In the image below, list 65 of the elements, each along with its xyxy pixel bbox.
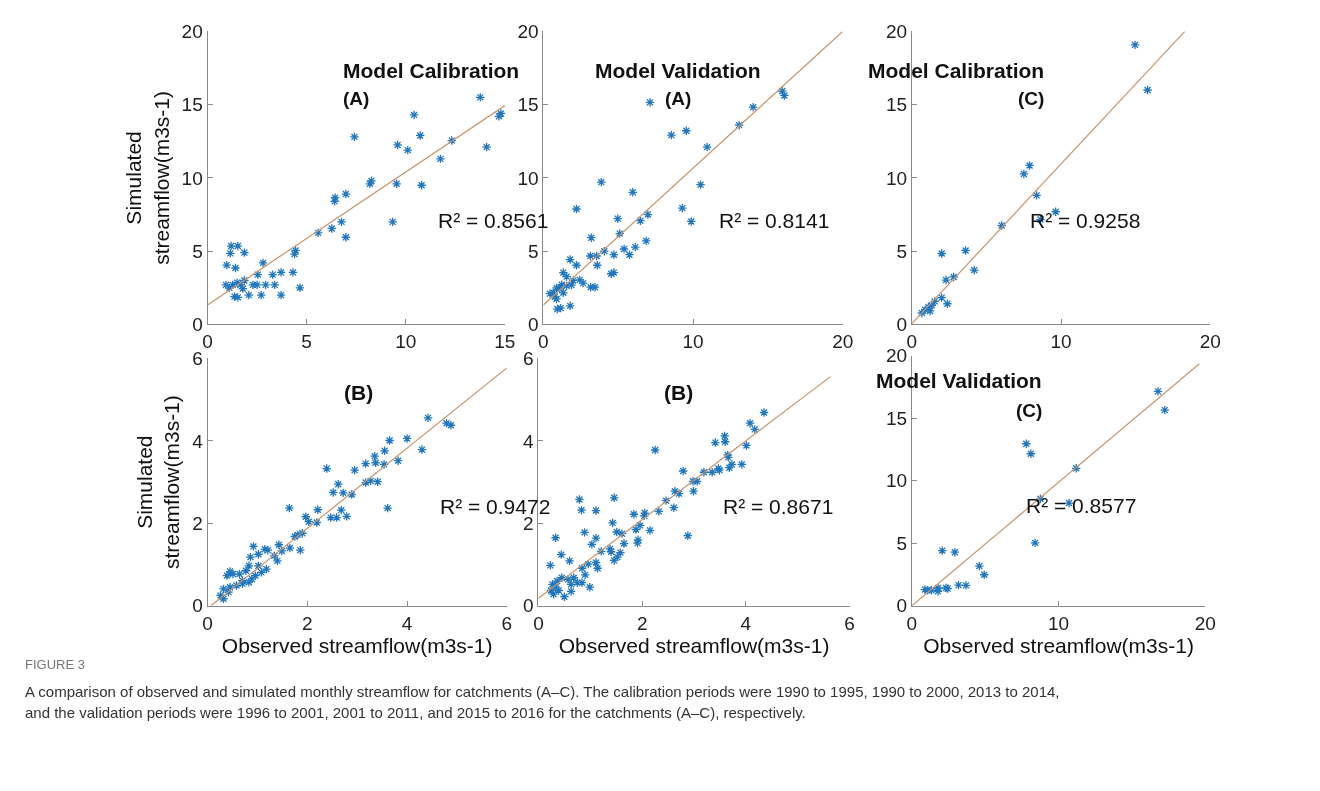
y-tick-label: 20 bbox=[885, 345, 908, 367]
x-tick-label: 10 bbox=[682, 331, 704, 353]
x-tick-label: 4 bbox=[740, 612, 752, 634]
y-tick-label: 5 bbox=[896, 532, 908, 554]
y-tick-label: 0 bbox=[523, 595, 534, 617]
y-tick-label: 10 bbox=[885, 470, 908, 492]
x-tick-label: 4 bbox=[401, 612, 413, 634]
x-tick-label: 2 bbox=[636, 612, 648, 634]
y-axis-title: Simulated streamflow(m3s-1) bbox=[122, 90, 173, 265]
x-tick-label: 2 bbox=[302, 612, 313, 634]
caption: FIGURE 3 bbox=[25, 657, 85, 672]
x-tick-label: 10 bbox=[395, 331, 417, 353]
x-tick-label: 20 bbox=[1194, 612, 1216, 634]
annotation: R² = 0.9258 bbox=[1030, 209, 1141, 232]
y-tick-label: 2 bbox=[192, 512, 203, 534]
x-axis-title: Observed streamflow(m3s-1) bbox=[923, 633, 1194, 657]
y-tick-label: 15 bbox=[181, 94, 203, 116]
annotation: R² = 0.8577 bbox=[1026, 494, 1137, 517]
text: (C) bbox=[1018, 88, 1045, 109]
y-tick-label: 6 bbox=[192, 348, 203, 370]
y-tick-label: 0 bbox=[896, 314, 908, 336]
y-tick-label: 20 bbox=[885, 21, 908, 43]
y-tick-label: 10 bbox=[517, 167, 539, 189]
y-axis-title: Simulated streamflow(m3s-1) bbox=[132, 395, 184, 570]
y-tick-label: 4 bbox=[523, 430, 535, 452]
y-tick-label: 0 bbox=[192, 314, 203, 336]
x-tick-label: 5 bbox=[301, 331, 312, 353]
y-tick-label: 20 bbox=[181, 21, 203, 43]
x-tick-label: 10 bbox=[1050, 331, 1072, 353]
y-tick-label: 5 bbox=[192, 240, 203, 262]
y-tick-label: 10 bbox=[181, 167, 203, 189]
x-tick-label: 20 bbox=[1199, 331, 1221, 353]
y-tick-label: 5 bbox=[528, 240, 539, 262]
annotation: R² = 0.8561 bbox=[438, 209, 549, 232]
y-tick-label: 15 bbox=[885, 407, 908, 429]
text: (C) bbox=[1016, 400, 1043, 421]
x-axis-title: Observed streamflow(m3s-1) bbox=[221, 633, 493, 657]
text: Model Calibration bbox=[868, 59, 1045, 82]
text: (B) bbox=[664, 381, 694, 404]
x-tick-label: 6 bbox=[844, 612, 855, 634]
text: Model Validation bbox=[595, 59, 761, 82]
y-tick-label: 4 bbox=[192, 430, 204, 452]
y-tick-label: 20 bbox=[517, 21, 539, 43]
y-tick-label: 15 bbox=[885, 94, 908, 116]
text: A comparison of observed and simulated monthly streamflow for catchments (A–C). The calibration periods were 1990 to 1995, 1990 to 2000, 2013 to 2014, and the validation periods were 1996 to 2001, 2001 to 2011, and 2015 to 2016 for the catchments (A–C), respectively. bbox=[25, 683, 1060, 721]
y-tick-label: 5 bbox=[896, 240, 908, 262]
text: (A) bbox=[665, 88, 692, 109]
y-tick-label: 6 bbox=[523, 348, 534, 370]
annotation: R² = 0.8141 bbox=[719, 209, 830, 232]
y-tick-label: 0 bbox=[896, 595, 908, 617]
y-tick-label: 10 bbox=[885, 167, 908, 189]
text: Model Calibration bbox=[343, 59, 520, 82]
y-tick-label: 0 bbox=[528, 314, 539, 336]
text: (B) bbox=[344, 381, 374, 404]
text: (A) bbox=[343, 88, 370, 109]
x-tick-label: 20 bbox=[832, 331, 854, 353]
y-tick-label: 0 bbox=[192, 595, 203, 617]
x-tick-label: 6 bbox=[501, 612, 513, 634]
y-tick-label: 15 bbox=[517, 94, 539, 116]
x-tick-label: 15 bbox=[494, 331, 516, 353]
annotation: R² = 0.8671 bbox=[723, 495, 834, 518]
text: Model Validation bbox=[876, 369, 1042, 392]
x-axis-title: Observed streamflow(m3s-1) bbox=[558, 633, 830, 657]
x-tick-label: 10 bbox=[1048, 612, 1070, 634]
annotation: R² = 0.9472 bbox=[440, 495, 551, 518]
